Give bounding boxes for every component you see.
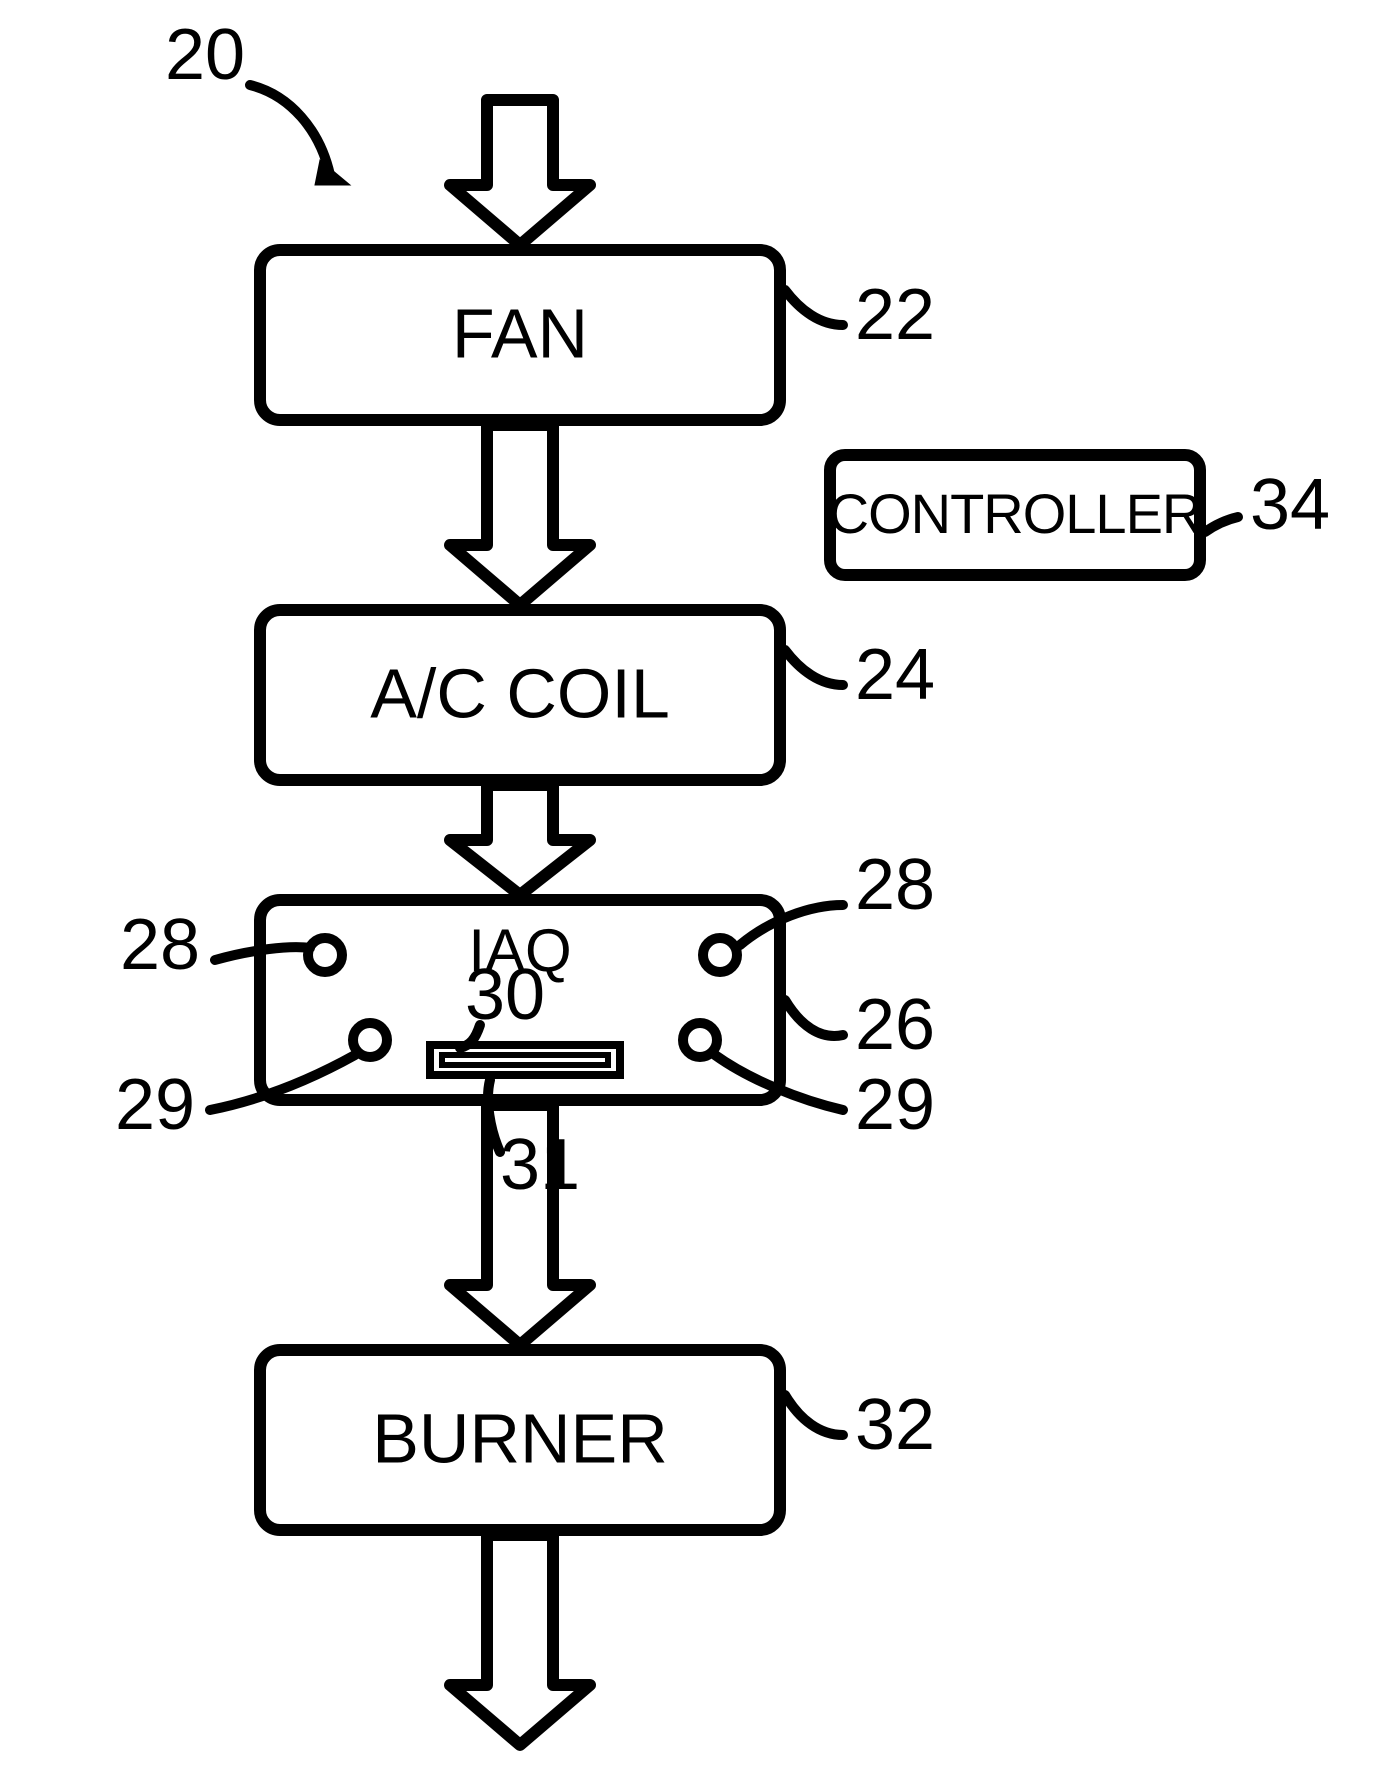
flow-arrow [450, 425, 590, 605]
refnum-20-r20: 20 [165, 15, 245, 95]
iaq-port-28l [308, 938, 342, 972]
leader-l24 [785, 650, 843, 685]
leader-l34 [1205, 517, 1238, 532]
refnum-28-r28R: 28 [855, 845, 935, 925]
ac-coil-label: A/C COIL [370, 654, 670, 732]
controller-label: CONTROLLER [829, 482, 1202, 545]
fan-label: FAN [452, 294, 588, 372]
leader-l32 [785, 1395, 843, 1435]
refnum-34-r34: 34 [1250, 465, 1330, 545]
burner-label: BURNER [372, 1399, 668, 1477]
flow-arrow [450, 785, 590, 895]
refnum-32-r32: 32 [855, 1385, 935, 1465]
iaq-slot-inner [442, 1055, 608, 1065]
refnum-29-r29L: 29 [115, 1065, 195, 1145]
refnum-28-r28L: 28 [120, 905, 200, 985]
flow-arrow [450, 1535, 590, 1745]
refnum-29-r29R: 29 [855, 1065, 935, 1145]
refnum-24-r24: 24 [855, 635, 935, 715]
iaq-port-28r [703, 938, 737, 972]
flow-arrow [450, 100, 590, 245]
refnum-30-r30: 30 [465, 955, 545, 1035]
refnum-31-r31: 31 [500, 1125, 580, 1205]
refnum-26-r26: 26 [855, 985, 935, 1065]
leader-l26 [785, 1000, 843, 1036]
leader-l20 [250, 85, 330, 175]
leader-l22 [785, 290, 843, 325]
refnum-22-r22: 22 [855, 275, 935, 355]
leader-l20-arrowhead [315, 160, 350, 185]
